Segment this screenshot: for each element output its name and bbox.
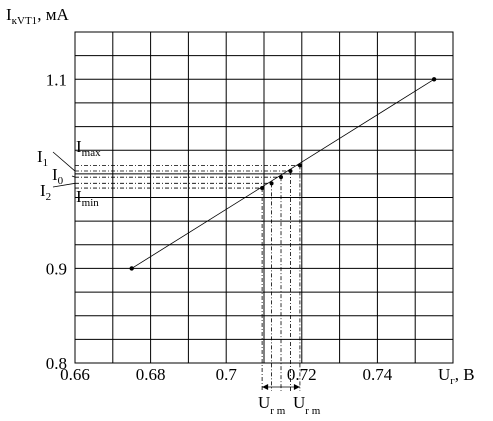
label-imax: Imax (76, 137, 101, 159)
pointer-i0 (71, 175, 76, 178)
x-tick-label: 0.72 (287, 365, 317, 384)
series-line (131, 78, 435, 269)
series-endpoint (129, 266, 134, 271)
pointer-i1 (52, 151, 76, 172)
label-i0: I0 (52, 165, 64, 187)
y-axis-title: IкVT1, мА (6, 5, 69, 27)
label-urm-left: Ur m (258, 393, 286, 417)
series (129, 77, 437, 271)
x-axis-title-unit: , В (455, 365, 475, 384)
operating-point (288, 169, 293, 174)
x-axis-title-sub: г (450, 375, 455, 387)
operating-point (260, 186, 265, 191)
grid (74, 31, 454, 364)
y-axis-title-sub: кVT1 (12, 15, 38, 27)
urm-arrow-left-head (262, 384, 269, 390)
label-i2: I2 (40, 181, 51, 203)
x-tick-label: 0.7 (216, 365, 238, 384)
x-tick-label: 0.74 (363, 365, 393, 384)
label-imin: Imin (76, 187, 99, 209)
label-urm-right: Ur m (293, 393, 321, 417)
label-i1: I1 (37, 147, 48, 169)
x-axis-title: Uг, В (438, 365, 475, 387)
y-tick-label: 1.1 (46, 70, 67, 89)
operating-point (297, 163, 302, 168)
operating-point (269, 181, 274, 186)
x-axis-title-main: U (438, 365, 450, 384)
x-tick-label: 0.66 (60, 365, 90, 384)
guide-lines (75, 164, 301, 391)
y-tick-label: 0.9 (46, 259, 67, 278)
operating-point (279, 175, 284, 180)
tick-labels: 0.66 0.68 0.7 0.72 0.74 0.8 0.9 1.1 (46, 70, 393, 384)
y-axis-title-unit: , мА (37, 5, 69, 24)
urm-arrow-right-head (293, 384, 300, 390)
annotation-lines (52, 151, 300, 390)
pointer-i2 (52, 182, 76, 188)
y-axis-title-main: I (6, 5, 12, 24)
x-tick-label: 0.68 (136, 365, 166, 384)
y-tick-label: 0.8 (46, 354, 67, 373)
series-endpoint (431, 77, 437, 82)
